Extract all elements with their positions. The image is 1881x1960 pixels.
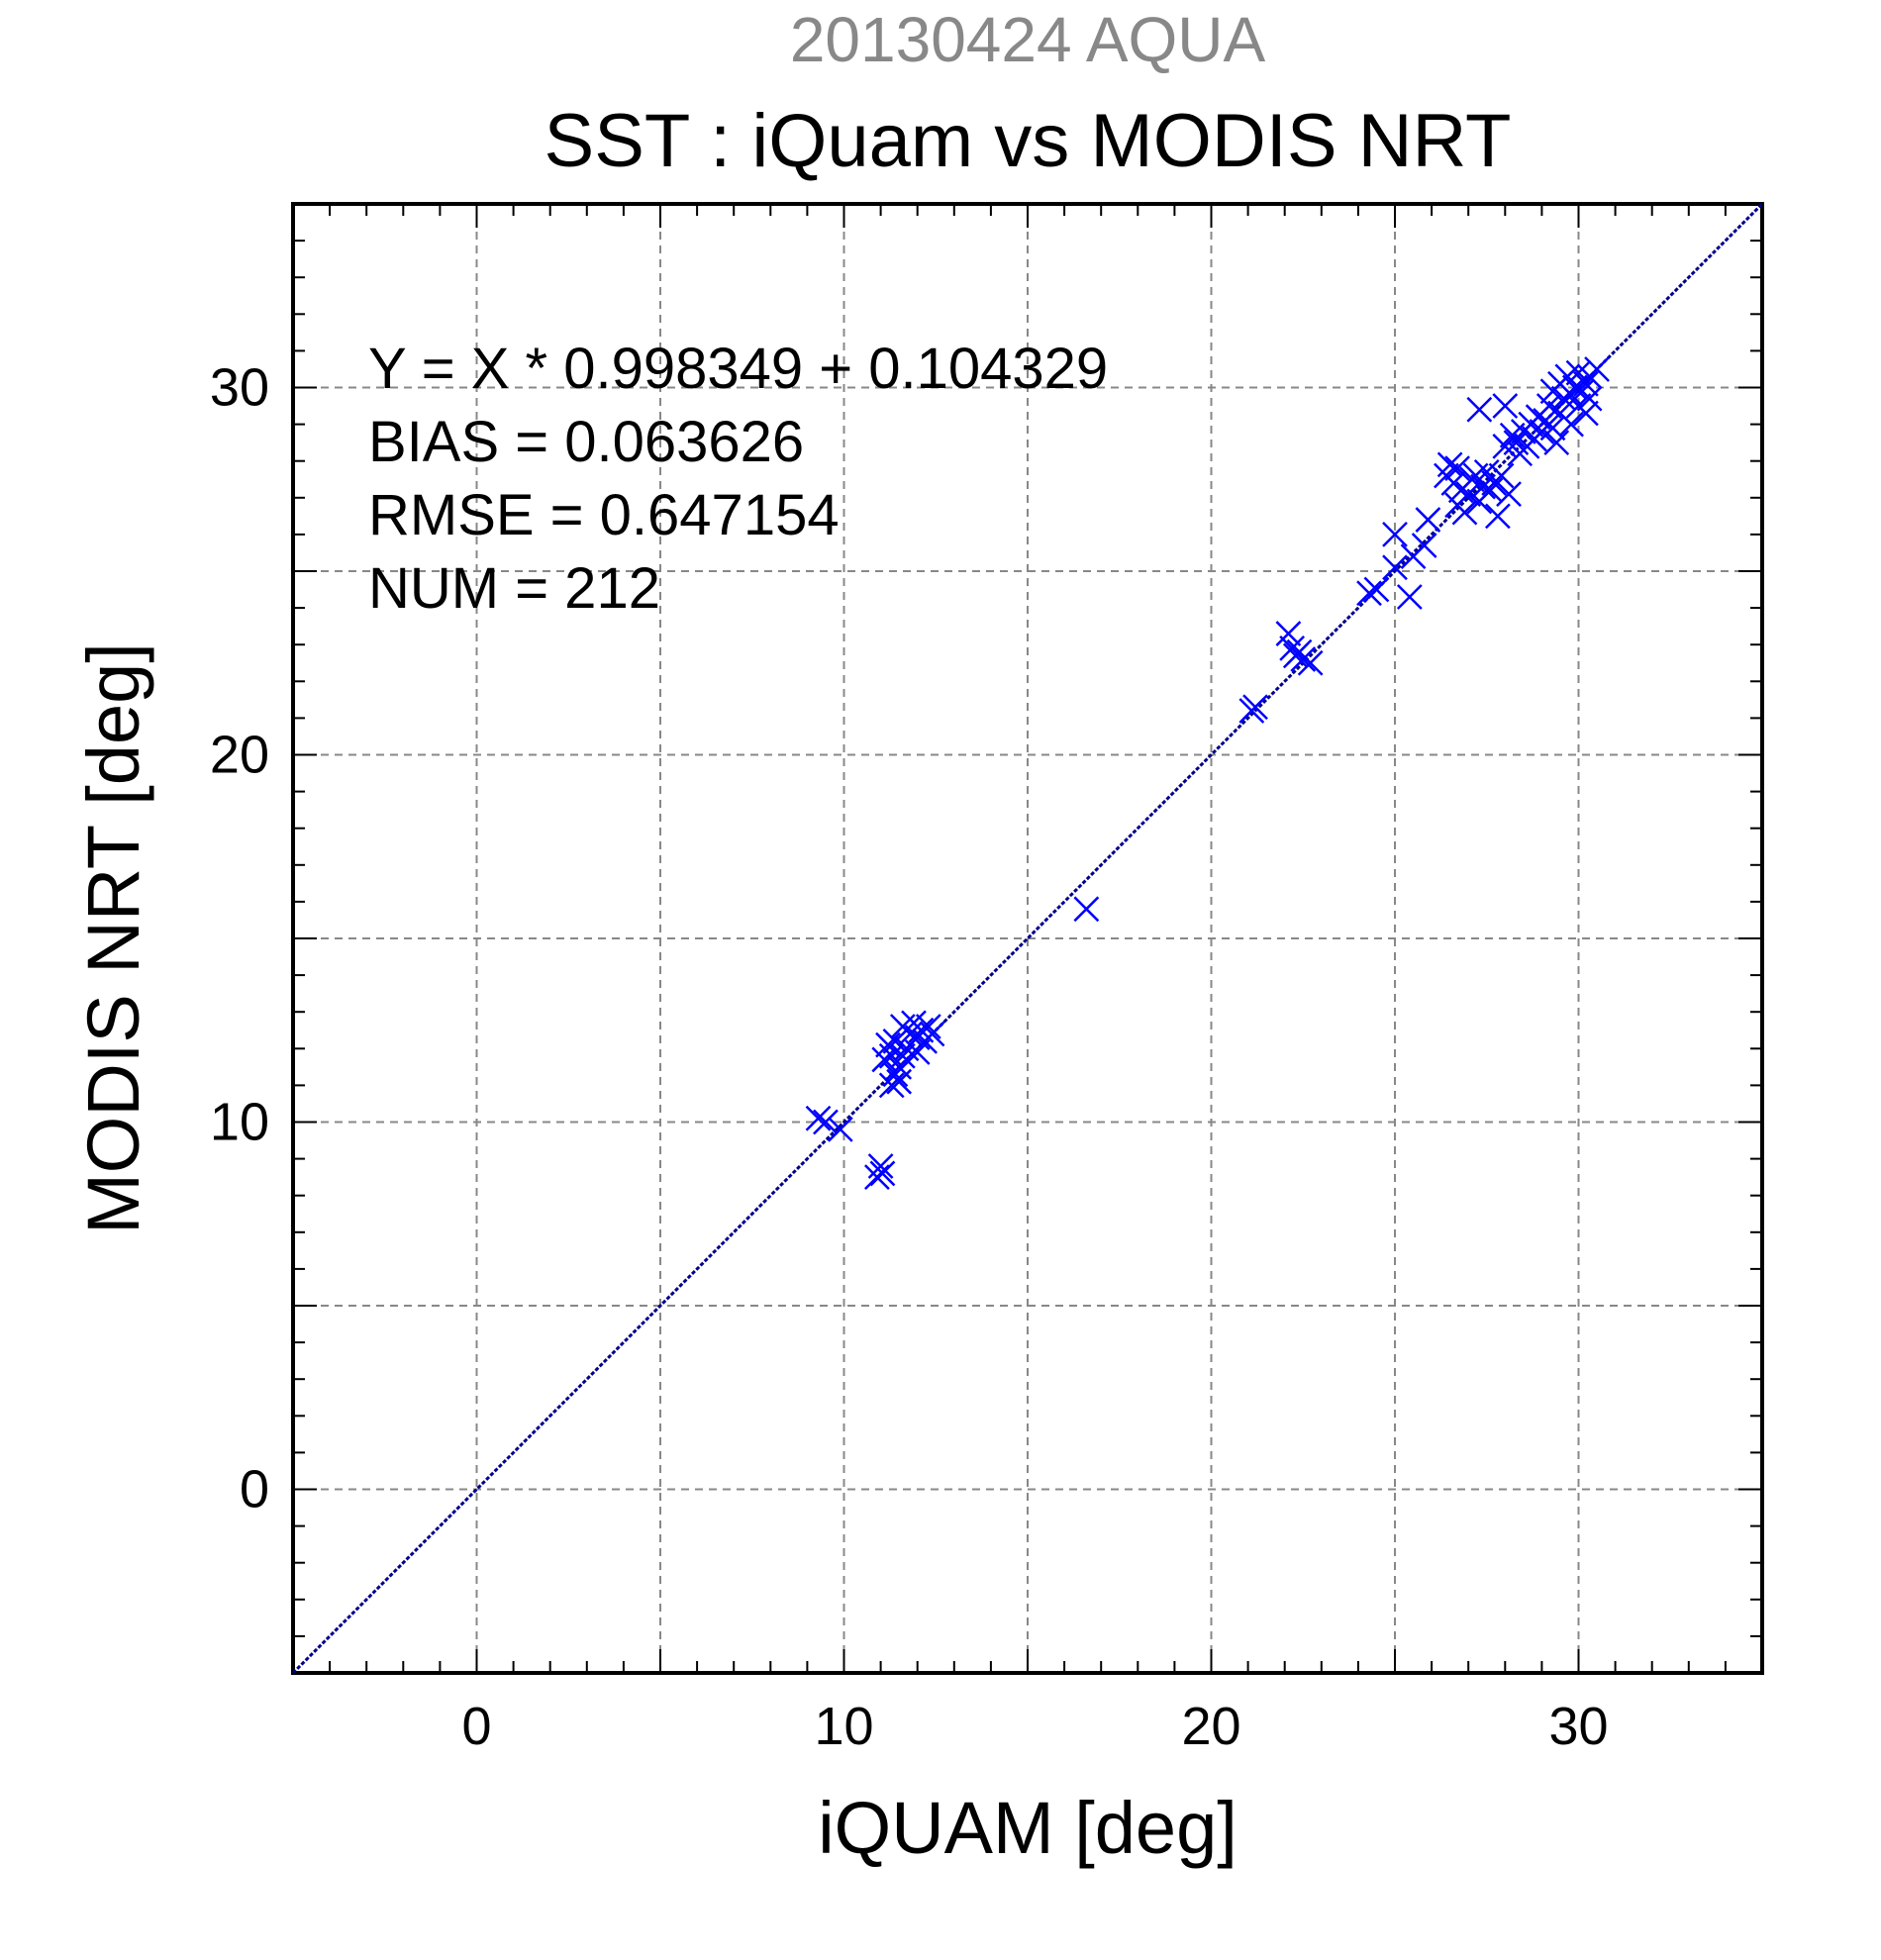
data-point [805, 1105, 832, 1131]
data-point [1573, 370, 1599, 397]
data-point [1444, 455, 1470, 482]
data-point [1363, 576, 1390, 603]
data-point [1242, 694, 1268, 721]
data-point [915, 1014, 941, 1039]
y-tick-label: 30 [210, 358, 269, 418]
data-point [886, 1068, 913, 1095]
data-point [889, 1042, 916, 1069]
data-points [805, 356, 1610, 1191]
data-point [867, 1153, 894, 1179]
y-tick-label: 20 [210, 726, 269, 785]
data-point [882, 1061, 909, 1088]
axis-ticks [292, 203, 1763, 1674]
data-point [1558, 411, 1584, 438]
statistics-box: Y = X * 0.998349 + 0.104329 BIAS = 0.063… [368, 337, 1108, 621]
data-point [919, 1021, 945, 1047]
reference-line-group [291, 202, 1764, 1675]
x-tick-label: 20 [1181, 1697, 1240, 1756]
chart-subtitle: 20130424 AQUA [790, 4, 1266, 75]
data-point [869, 1160, 896, 1187]
grid-lines [293, 204, 1762, 1673]
x-axis-label: iQUAM [deg] [818, 1787, 1238, 1869]
data-point [1496, 481, 1522, 507]
data-point [1297, 649, 1324, 676]
data-point [1543, 430, 1570, 456]
chart-title: SST : iQuam vs MODIS NRT [544, 99, 1512, 183]
regression-equation: Y = X * 0.998349 + 0.104329 [368, 337, 1108, 401]
data-point [1466, 396, 1493, 423]
y-tick-label: 0 [240, 1460, 269, 1519]
data-point [1576, 385, 1603, 412]
data-point [1488, 462, 1515, 489]
data-point [1411, 533, 1437, 558]
num-value: NUM = 212 [368, 556, 660, 621]
y-axis-label: MODIS NRT [deg] [72, 642, 154, 1234]
reference-line [291, 202, 1764, 1675]
data-point [1455, 481, 1482, 507]
data-point [1396, 584, 1423, 610]
data-point [1451, 499, 1478, 526]
data-point [813, 1109, 839, 1135]
data-point [827, 1117, 853, 1142]
data-point [1492, 393, 1519, 419]
data-point [1415, 507, 1441, 533]
data-point [1535, 393, 1562, 419]
rmse-value: RMSE = 0.647154 [368, 483, 840, 547]
x-tick-label: 10 [814, 1697, 873, 1756]
x-tick-label: 0 [461, 1697, 491, 1756]
data-point [1573, 400, 1599, 427]
data-point [1073, 896, 1100, 923]
data-point [1584, 356, 1610, 382]
data-point [1382, 554, 1408, 581]
tick-labels: 0 10 20 30 0 10 20 30 [210, 358, 1609, 1757]
y-tick-label: 10 [210, 1093, 269, 1152]
bias-value: BIAS = 0.063626 [368, 410, 804, 474]
data-point [1356, 580, 1382, 607]
x-tick-label: 30 [1548, 1697, 1608, 1756]
data-point [1484, 503, 1511, 530]
data-point [1382, 522, 1408, 547]
data-point [1275, 621, 1302, 646]
data-point [1290, 646, 1317, 672]
